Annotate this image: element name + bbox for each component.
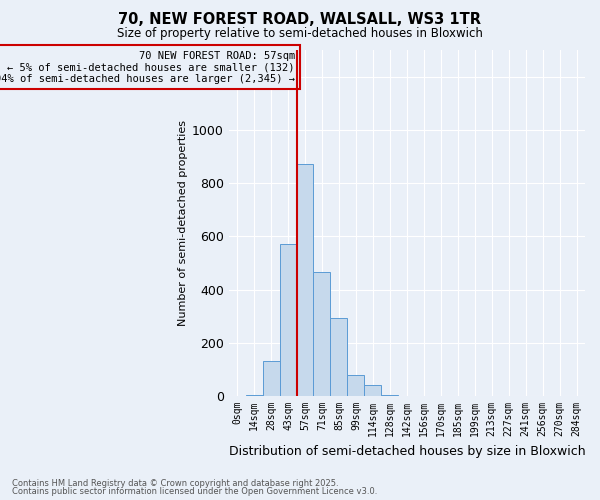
X-axis label: Distribution of semi-detached houses by size in Bloxwich: Distribution of semi-detached houses by … [229,444,585,458]
Bar [382,394,398,396]
Text: Contains public sector information licensed under the Open Government Licence v3: Contains public sector information licen… [12,487,377,496]
Text: 70 NEW FOREST ROAD: 57sqm
← 5% of semi-detached houses are smaller (132)
94% of : 70 NEW FOREST ROAD: 57sqm ← 5% of semi-d… [0,50,295,84]
Y-axis label: Number of semi-detached properties: Number of semi-detached properties [178,120,188,326]
Bar [331,318,347,396]
Bar [313,272,331,396]
Text: Size of property relative to semi-detached houses in Bloxwich: Size of property relative to semi-detach… [117,28,483,40]
Bar [245,394,263,396]
Bar [263,362,280,396]
Bar [364,386,382,396]
Bar [296,164,313,396]
Text: Contains HM Land Registry data © Crown copyright and database right 2025.: Contains HM Land Registry data © Crown c… [12,478,338,488]
Bar [347,375,364,396]
Text: 70, NEW FOREST ROAD, WALSALL, WS3 1TR: 70, NEW FOREST ROAD, WALSALL, WS3 1TR [119,12,482,28]
Bar [280,244,296,396]
